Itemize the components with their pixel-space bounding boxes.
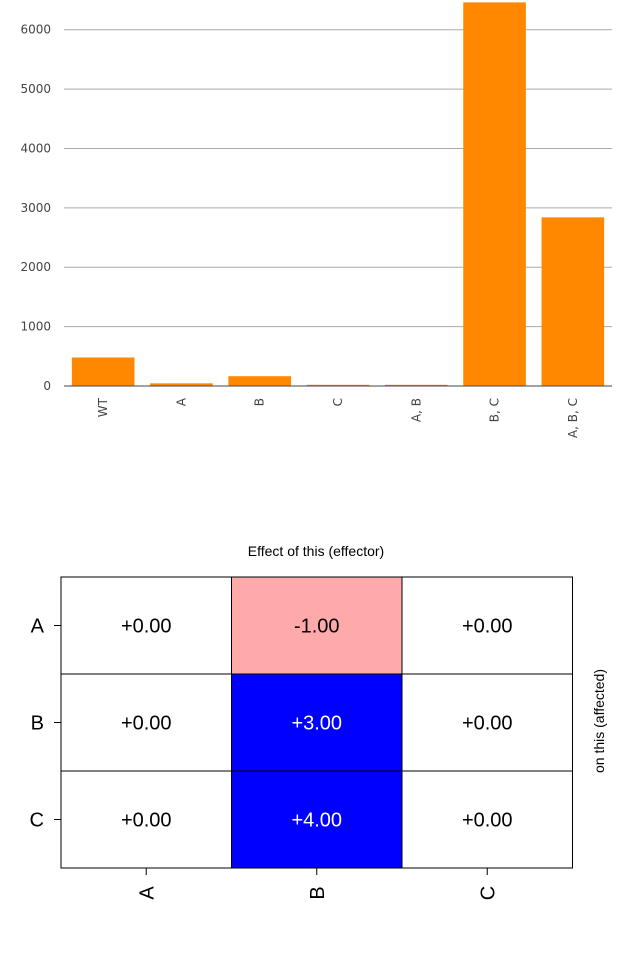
- y-tick-label: 2000: [20, 260, 51, 274]
- heatmap-cell-label: +0.00: [121, 616, 172, 638]
- bar: [541, 217, 605, 386]
- heatmap-right-label: on this (affected): [591, 669, 607, 773]
- bar: [463, 2, 526, 386]
- y-tick-label: 1000: [20, 320, 51, 334]
- heatmap-cell-label: +0.00: [462, 810, 513, 832]
- heatmap-cell: [231, 576, 403, 675]
- bar-chart-x-axis: WT A B C A, B B, C A, B, C: [96, 397, 580, 438]
- bar-chart: 0 1000 2000 3000 4000 5000 6000 WT A B C A, B B, C A…: [20, 2, 612, 438]
- row-label: C: [30, 810, 44, 832]
- col-label: A: [136, 886, 158, 900]
- heatmap-cell-label: -1.00: [294, 616, 340, 638]
- y-tick-label: 3000: [20, 201, 51, 215]
- x-tick-label: A, B, C: [566, 398, 580, 438]
- x-tick-label: WT: [96, 397, 110, 417]
- heatmap-title: Effect of this (effector): [248, 543, 384, 559]
- heatmap-cell-label: +0.00: [462, 616, 513, 638]
- heatmap-cell-label: +3.00: [291, 713, 342, 735]
- x-tick-label: A, B: [409, 398, 423, 422]
- row-label: B: [31, 713, 44, 735]
- heatmap-cell-label: +0.00: [462, 713, 513, 735]
- bar-chart-bars: [71, 2, 605, 386]
- heatmap-row-labels: A B C: [30, 616, 61, 832]
- heatmap-cell: [60, 770, 232, 869]
- bar-chart-grid: [64, 29, 612, 328]
- col-label: B: [307, 886, 329, 899]
- x-tick-label: B: [253, 398, 267, 406]
- heatmap-cell-label: +0.00: [121, 810, 172, 832]
- heatmap-cell-label: +4.00: [291, 810, 342, 832]
- bar: [228, 376, 292, 386]
- heatmap-cell: [401, 673, 573, 772]
- heatmap-cell-label: +0.00: [121, 713, 172, 735]
- col-label: C: [477, 886, 499, 900]
- heatmap-col-labels: A B C: [136, 868, 499, 900]
- x-tick-label: C: [331, 398, 345, 406]
- y-tick-label: 5000: [20, 82, 51, 96]
- row-label: A: [31, 616, 45, 638]
- heatmap-cell: [401, 576, 573, 675]
- heatmap-cells: +0.00 -1.00 +0.00 +0.00 +3.00 +0.00 +0.00 +4.00…: [60, 576, 573, 869]
- y-tick-label: 0: [43, 379, 51, 393]
- bar: [71, 357, 135, 386]
- bar: [306, 384, 370, 386]
- x-tick-label: B, C: [488, 398, 502, 422]
- heatmap-cell: [231, 770, 403, 869]
- y-tick-label: 4000: [20, 141, 51, 155]
- y-tick-label: 6000: [20, 23, 51, 37]
- x-tick-label: A: [174, 397, 188, 406]
- bar: [384, 384, 448, 386]
- bar: [150, 383, 213, 386]
- bar-chart-y-axis: 0 1000 2000 3000 4000 5000 6000: [20, 23, 51, 393]
- heatmap-chart: Effect of this (effector) +0.00 -1.00 +0.0…: [30, 543, 607, 900]
